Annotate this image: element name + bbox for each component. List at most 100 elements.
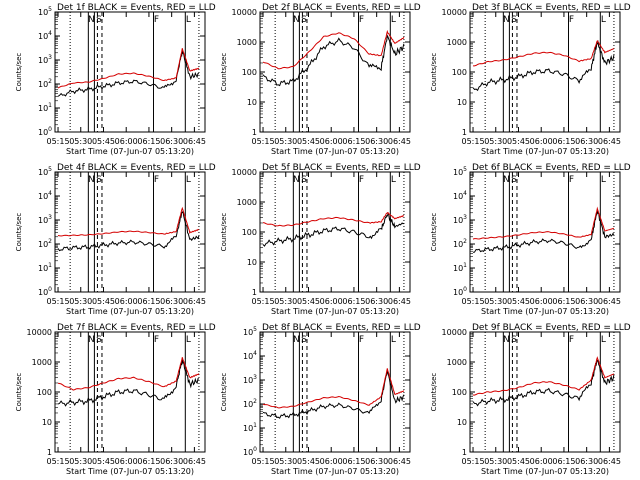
chart-title: Det 9f BLACK = Events, RED = LLD: [472, 323, 631, 333]
x-axis-label: Start Time (07-Jun-07 05:13:20): [66, 307, 194, 316]
marker-letter-l: L: [186, 335, 191, 345]
marker-letter-s: S: [511, 175, 517, 185]
x-tick-label: 06:30: [575, 457, 598, 466]
events-series-line: [262, 212, 405, 247]
x-tick-label: 06:30: [575, 137, 598, 146]
chart-panel-9: Det 9f BLACK = Events, RED = LLD 1 10 100 10…: [430, 323, 631, 476]
marker-letter-s: S: [96, 335, 102, 345]
y-axis-label: Counts/sec: [15, 373, 23, 412]
x-axis-label: Start Time (07-Jun-07 05:13:20): [66, 467, 194, 476]
x-tick-label: 05:15: [461, 457, 484, 466]
x-tick-label: 06:45: [598, 297, 621, 306]
x-tick-label: 06:15: [342, 297, 365, 306]
x-tick-label: 06:45: [388, 137, 411, 146]
y-tick-label: 104: [243, 350, 257, 361]
y-tick-label: 10: [457, 418, 467, 427]
y-tick-label: 100: [452, 68, 467, 77]
x-tick-label: 06:30: [365, 137, 388, 146]
y-tick-label: 105: [38, 6, 52, 17]
x-tick-label: 06:00: [530, 137, 553, 146]
x-tick-label: 06:00: [115, 137, 138, 146]
x-tick-label: 06:00: [115, 457, 138, 466]
y-tick-label: 103: [453, 214, 467, 225]
marker-letter-l: L: [186, 15, 191, 25]
y-tick-label: 1000: [32, 358, 52, 367]
x-tick-label: 05:30: [274, 457, 297, 466]
plot-frame: [259, 11, 411, 133]
x-tick-label: 06:15: [342, 137, 365, 146]
y-tick-label: 10000: [442, 328, 467, 337]
y-tick-label: 100: [38, 286, 52, 297]
events-series-line: [472, 359, 615, 407]
x-tick-label: 06:15: [137, 457, 160, 466]
marker-letter-s: S: [301, 175, 307, 185]
y-axis-label: Counts/sec: [15, 53, 23, 92]
x-tick-label: 05:15: [46, 297, 69, 306]
marker-letter-s: S: [96, 15, 102, 25]
chart-panel-8: Det 8f BLACK = Events, RED = LLD 100 101 10…: [220, 323, 421, 476]
y-tick-label: 104: [38, 190, 52, 201]
y-tick-label: 100: [242, 68, 257, 77]
y-tick-label: 100: [453, 286, 467, 297]
marker-letter-n: N: [503, 15, 510, 25]
marker-letter-s: S: [301, 335, 307, 345]
marker-letter-l: L: [391, 335, 396, 345]
x-tick-label: 05:15: [461, 297, 484, 306]
y-axis-label: Counts/sec: [220, 53, 228, 92]
lld-series-line: [472, 206, 614, 240]
x-tick-label: 06:45: [183, 297, 206, 306]
y-tick-label: 105: [38, 166, 52, 177]
y-tick-label: 102: [453, 238, 467, 249]
x-tick-label: 06:45: [183, 137, 206, 146]
x-tick-label: 06:15: [137, 137, 160, 146]
lld-series-line: [262, 212, 405, 227]
x-tick-label: 05:45: [507, 297, 530, 306]
y-tick-label: 10: [457, 98, 467, 107]
x-tick-label: 06:30: [160, 457, 183, 466]
events-series-line: [57, 209, 200, 252]
x-tick-label: 05:45: [92, 137, 115, 146]
plot-frame: [54, 11, 206, 133]
marker-letter-f: F: [154, 175, 159, 185]
x-tick-label: 06:30: [160, 137, 183, 146]
y-tick-label: 10000: [232, 168, 257, 177]
y-tick-label: 102: [38, 78, 52, 89]
x-tick-label: 05:30: [484, 137, 507, 146]
x-tick-label: 06:00: [530, 457, 553, 466]
chart-title: Det 8f BLACK = Events, RED = LLD: [262, 323, 421, 333]
x-tick-label: 05:15: [461, 137, 484, 146]
marker-letter-n: N: [88, 15, 95, 25]
x-tick-label: 05:45: [92, 297, 115, 306]
plot-frame: [259, 331, 411, 453]
x-tick-label: 06:15: [342, 457, 365, 466]
x-tick-label: 06:15: [552, 137, 575, 146]
marker-letter-s: S: [301, 15, 307, 25]
x-tick-label: 05:30: [69, 297, 92, 306]
y-tick-label: 100: [243, 446, 257, 457]
y-tick-label: 100: [38, 126, 52, 137]
y-tick-label: 105: [243, 326, 257, 337]
x-tick-label: 05:15: [46, 457, 69, 466]
lld-series-line: [473, 39, 615, 67]
x-axis-label: Start Time (07-Jun-07 05:13:20): [481, 307, 609, 316]
x-tick-label: 06:15: [552, 457, 575, 466]
x-tick-label: 06:45: [388, 457, 411, 466]
y-tick-label: 103: [38, 214, 52, 225]
x-axis-label: Start Time (07-Jun-07 05:13:20): [481, 467, 609, 476]
chart-panel-7: Det 7f BLACK = Events, RED = LLD 1 10 100 10…: [15, 323, 216, 476]
marker-letter-l: L: [601, 335, 606, 345]
x-tick-label: 06:30: [365, 297, 388, 306]
chart-title: Det 3f BLACK = Events, RED = LLD: [472, 3, 631, 13]
events-series-line: [57, 49, 199, 97]
chart-panel-5: Det 5f BLACK = Events, RED = LLD 1 10 100 10…: [220, 163, 421, 316]
x-tick-label: 05:30: [69, 137, 92, 146]
x-tick-label: 06:45: [388, 297, 411, 306]
marker-letter-f: F: [569, 15, 574, 25]
marker-letter-n: N: [293, 175, 300, 185]
y-tick-label: 102: [243, 398, 257, 409]
x-tick-label: 05:30: [484, 457, 507, 466]
x-tick-label: 06:30: [575, 297, 598, 306]
y-tick-label: 1: [252, 128, 257, 137]
marker-letter-l: L: [391, 175, 396, 185]
